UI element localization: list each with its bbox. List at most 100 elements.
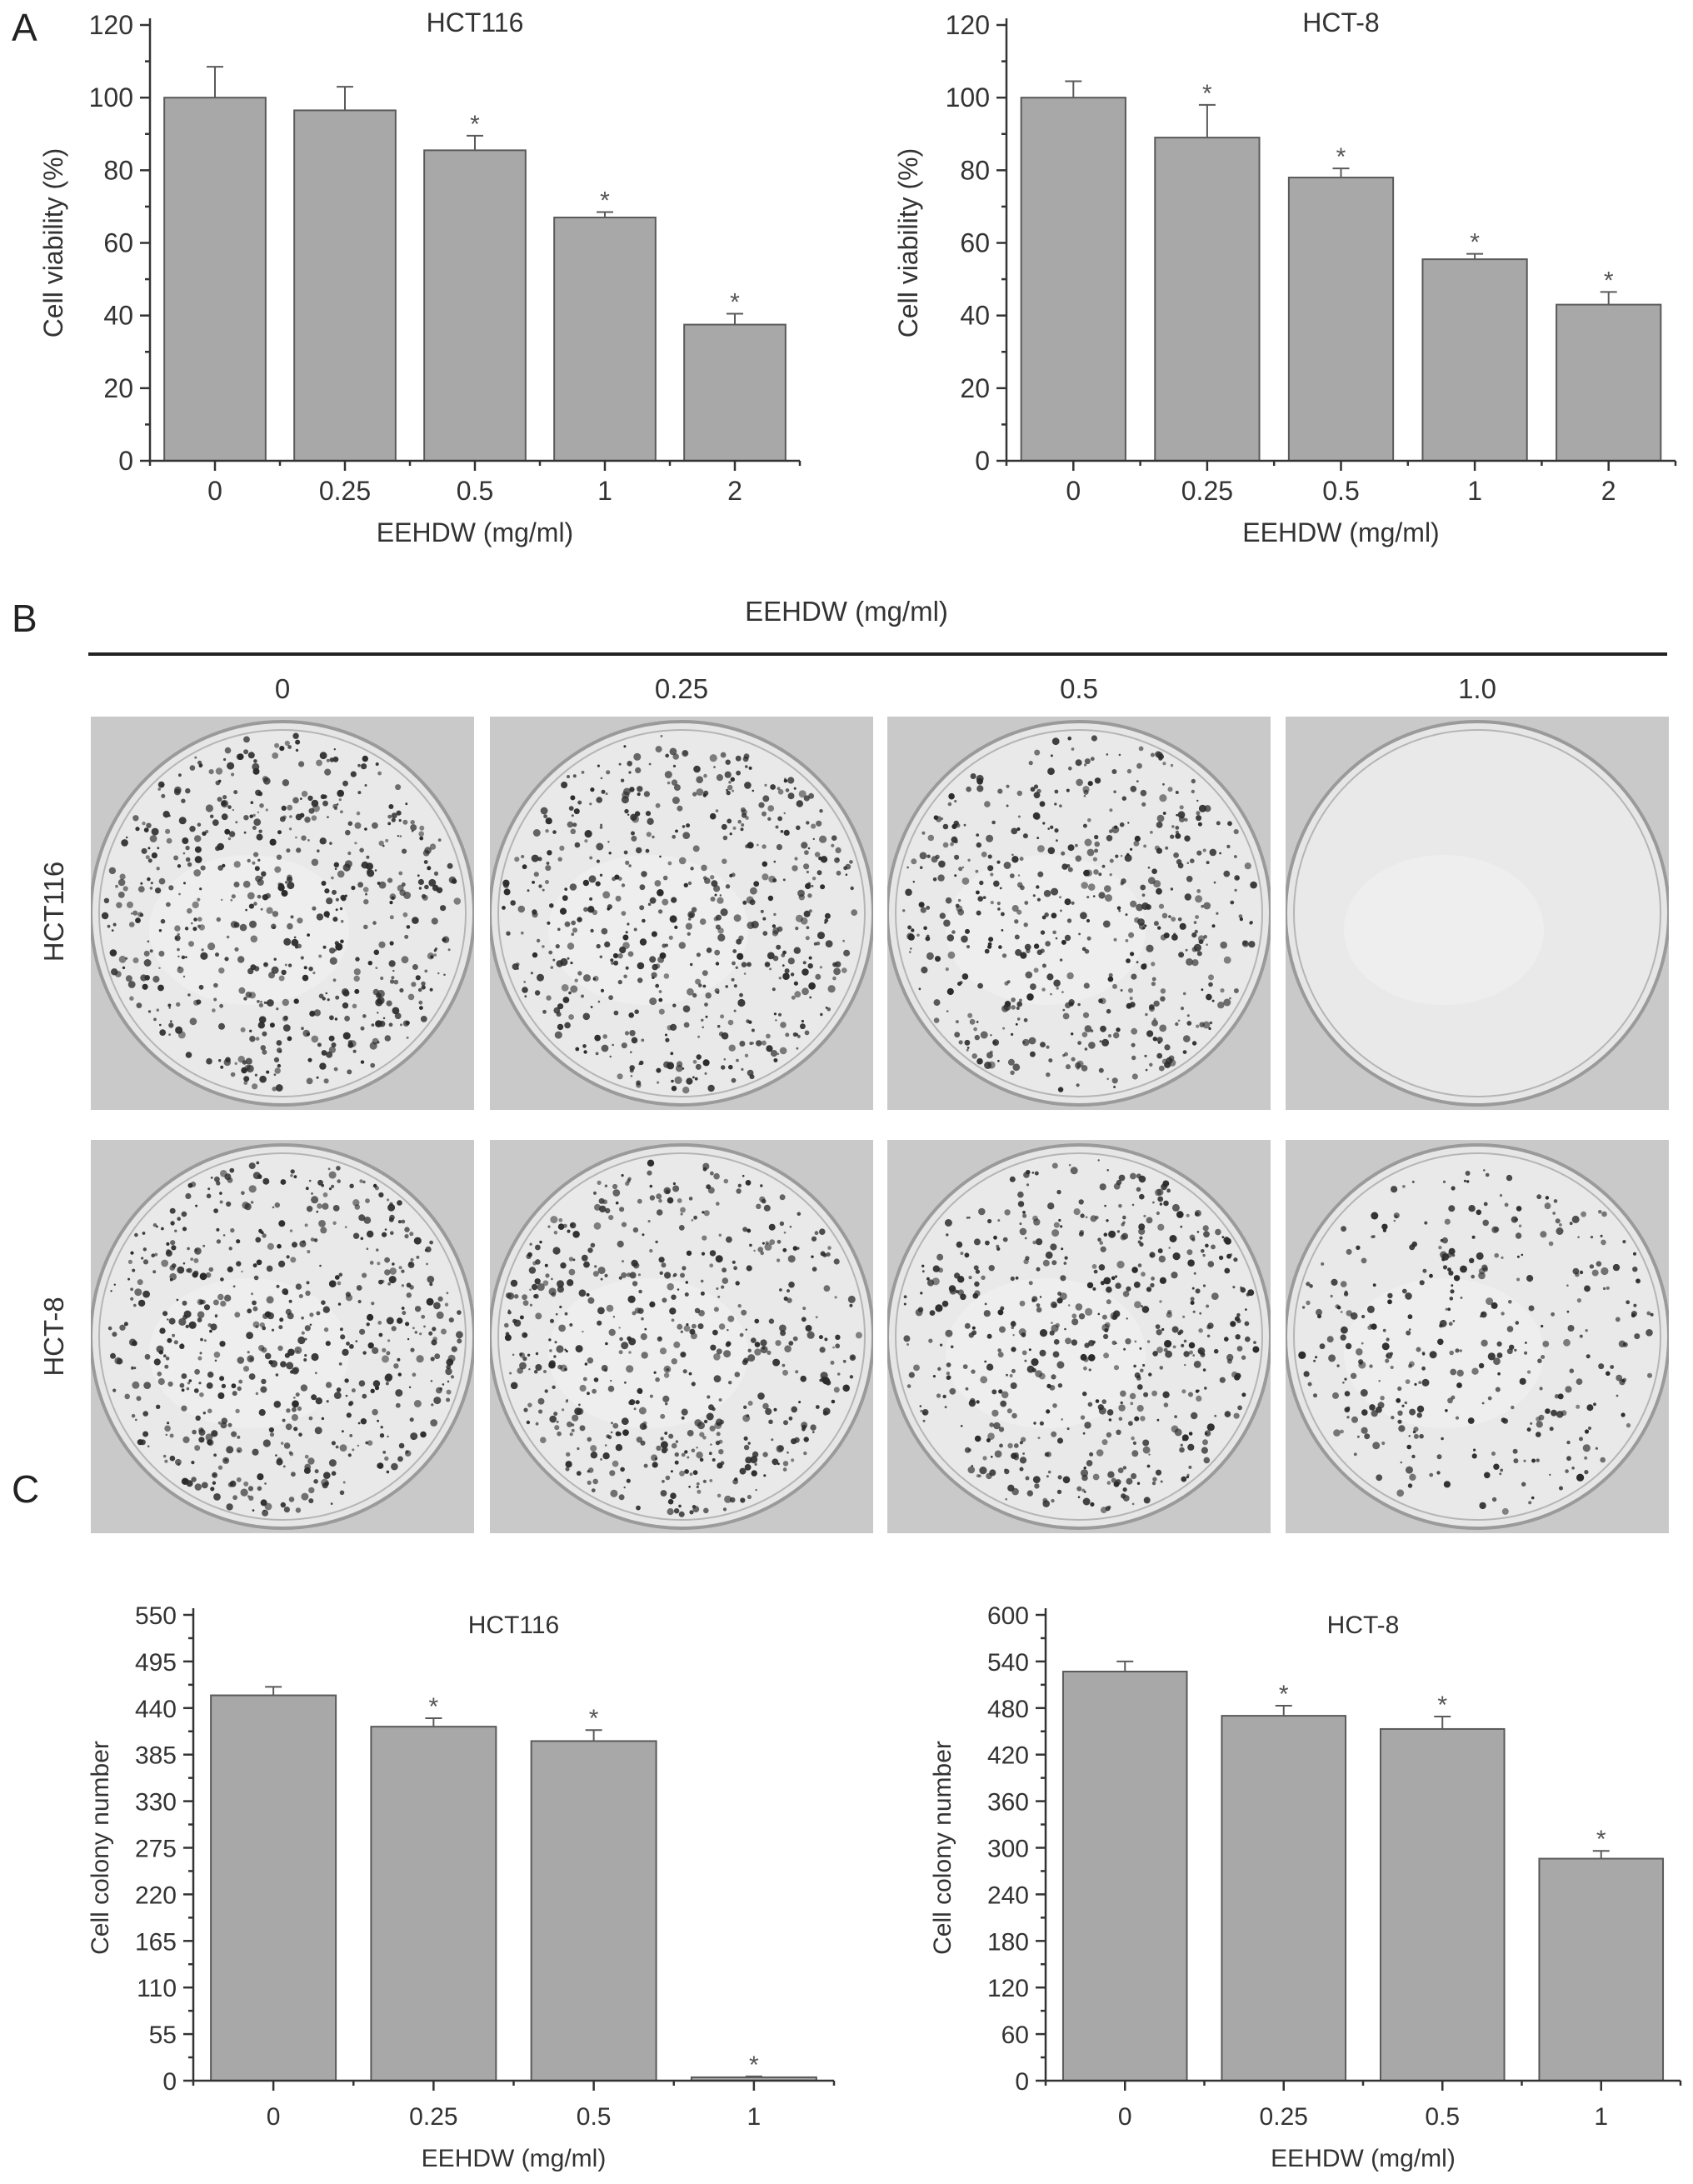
error-bar-0: [265, 1686, 282, 1696]
y-tick-label: 100: [89, 82, 133, 112]
error-bar-1: [597, 211, 613, 217]
y-axis-label: Cell colony number: [929, 1741, 956, 1955]
chart-title: HCT-8: [1302, 7, 1379, 37]
y-tick-label: 0: [975, 446, 990, 476]
y-tick-label: 165: [135, 1928, 177, 1956]
y-tick-label: 440: [135, 1696, 177, 1723]
colony-column-label-3: 1.0: [1458, 673, 1496, 704]
viability-chart-hct8: * * * * 0 20 40 60 80 100 120 0 0.25 0.5 1 2 HCT-8 EEHDW …: [893, 7, 1677, 547]
y-tick-label: 0: [162, 2068, 177, 2096]
y-tick-label: 330: [135, 1789, 177, 1817]
chart-title: HCT-8: [1327, 1612, 1400, 1639]
colony-plate-HCT116-0.25: [490, 717, 873, 1110]
x-tick-label: 0: [207, 476, 222, 506]
significance-star-0.5: *: [1437, 1692, 1447, 1719]
axes: [996, 18, 1677, 471]
colony-row-label-hct116: HCT116: [38, 861, 69, 962]
x-tick-label: 1: [1467, 476, 1482, 506]
error-bar-1: [1592, 1850, 1610, 1859]
error-bar-0.25: [1275, 1705, 1292, 1717]
x-axis-label: EEHDW (mg/ml): [1242, 517, 1439, 547]
y-tick-label: 120: [89, 10, 133, 40]
significance-star-0.5: *: [1336, 143, 1346, 171]
y-axis-label: Cell colony number: [87, 1741, 114, 1955]
chart-title: HCT116: [468, 1612, 559, 1639]
bar-0: [163, 97, 267, 462]
bar-0.5: [1287, 177, 1395, 462]
significance-star-2: *: [1604, 267, 1614, 294]
bar-2: [683, 323, 787, 462]
axes: [183, 1608, 836, 2091]
error-bar-0: [207, 66, 223, 98]
panel-letter-c: C: [12, 1467, 40, 1511]
colony-count-chart-hct8: * * * 0 60 120 180 240 300 360 420 480 540 600 0 0.25 0.…: [929, 1602, 1682, 2172]
x-tick-label: 0.25: [409, 2103, 457, 2131]
y-tick-label: 55: [149, 2022, 177, 2049]
y-tick-label: 20: [103, 373, 133, 403]
x-tick-label: 2: [1601, 476, 1616, 506]
colony-plate-HCT-8-0: [91, 1140, 474, 1533]
significance-star-0.5: *: [470, 111, 480, 138]
colony-count-chart-hct116: * * * 0 55 110 165 220 275 330 385 440 495 550 0 0.25 0.…: [87, 1602, 836, 2172]
panel-letter-b: B: [12, 597, 37, 640]
bar-0.5: [1379, 1727, 1506, 2082]
error-bar-0.5: [1332, 167, 1350, 178]
y-tick-label: 60: [960, 228, 990, 258]
y-tick-label: 80: [960, 155, 990, 185]
chart-title: HCT116: [427, 7, 524, 37]
x-tick-label: 0.25: [319, 476, 371, 506]
significance-star-0.5: *: [589, 1705, 599, 1732]
x-axis-label: EEHDW (mg/ml): [377, 517, 573, 547]
y-tick-label: 40: [103, 301, 133, 331]
y-tick-label: 60: [103, 228, 133, 258]
bar-0.25: [1154, 137, 1261, 462]
colony-plate-HCT116-0.5: [887, 717, 1271, 1110]
error-bar-0: [1065, 80, 1082, 98]
error-bar-1: [1466, 252, 1484, 260]
colony-plate-HCT-8-1.0: [1286, 1140, 1669, 1533]
error-bar-2: [1600, 291, 1617, 305]
y-axis-label: Cell viability (%): [38, 148, 68, 338]
error-bar-0.25: [337, 86, 353, 111]
y-tick-label: 120: [946, 10, 990, 40]
y-tick-label: 495: [135, 1649, 177, 1677]
error-bar-0.25: [425, 1717, 442, 1727]
bar-0.25: [293, 109, 397, 462]
x-tick-label: 0.25: [1181, 476, 1233, 506]
significance-star-1: *: [600, 187, 610, 214]
error-bar-2: [727, 312, 743, 325]
significance-star-1: *: [1596, 1826, 1606, 1853]
colony-panel-header: EEHDW (mg/ml): [745, 596, 948, 627]
y-tick-label: 20: [960, 373, 990, 403]
axes: [1036, 1608, 1682, 2091]
significance-star-1: *: [1470, 229, 1480, 257]
y-tick-label: 100: [946, 82, 990, 112]
x-tick-label: 1: [747, 2103, 762, 2131]
y-tick-label: 420: [987, 1742, 1029, 1770]
colony-plate-HCT-8-0.5: [887, 1140, 1271, 1533]
x-tick-label: 0.5: [1322, 476, 1359, 506]
x-tick-label: 0.5: [457, 476, 493, 506]
x-tick-label: 2: [727, 476, 742, 506]
x-tick-label: 0.5: [1425, 2103, 1460, 2131]
y-tick-label: 240: [987, 1882, 1029, 1909]
y-tick-label: 480: [987, 1696, 1029, 1723]
colony-panel-rule: [88, 652, 1667, 656]
y-tick-label: 220: [135, 1882, 177, 1909]
colony-plate-HCT116-1.0: [1286, 717, 1669, 1110]
y-tick-label: 0: [118, 446, 133, 476]
y-tick-label: 600: [987, 1602, 1029, 1630]
colony-column-label-2: 0.5: [1060, 673, 1098, 704]
y-tick-label: 110: [137, 1975, 177, 2002]
axes: [140, 18, 802, 471]
y-tick-label: 550: [135, 1602, 177, 1630]
bar-0: [210, 1694, 337, 2082]
x-axis-label: EEHDW (mg/ml): [1271, 2145, 1456, 2172]
significance-star-0.25: *: [1202, 80, 1212, 107]
panel-letter-a: A: [12, 6, 37, 49]
error-bar-0.5: [585, 1729, 602, 1742]
x-tick-label: 1: [597, 476, 612, 506]
y-tick-label: 300: [987, 1836, 1029, 1863]
x-tick-label: 1: [1594, 2103, 1608, 2131]
significance-star-0.25: *: [1279, 1681, 1289, 1708]
